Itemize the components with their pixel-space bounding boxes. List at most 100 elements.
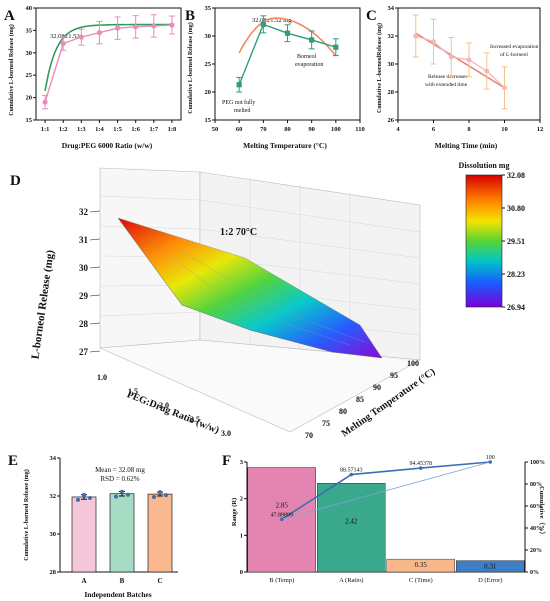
panel-b-annotation-peg-2: melted — [234, 108, 250, 114]
panel-d-surface-chart: 1:2 70°C L-borneol Release (mg) PEG:Drug… — [29, 161, 525, 440]
panel-e-ytick-label: 34 — [50, 455, 57, 462]
panel-c-xtick-label: 8 — [467, 126, 471, 133]
panel-f-xtick-label: B (Temp) — [269, 577, 294, 584]
panel-a-data-point — [42, 99, 48, 105]
panel-letter-e: E — [8, 453, 18, 469]
panel-a-ytick-label: 15 — [26, 117, 33, 124]
panel-e-replicate-point — [120, 489, 124, 494]
panel-d-xtick-label: 2.5 — [190, 415, 200, 424]
panel-d-ztick-mark — [89, 266, 101, 269]
panel-d-surface-mesh-2 — [179, 249, 366, 343]
panel-f-xtick-label: D (Error) — [478, 577, 502, 584]
panel-b-xtick-label: 100 — [331, 126, 341, 133]
panel-letter-f: F — [222, 453, 231, 469]
panel-b-xtick-label: 60 — [236, 126, 243, 133]
panel-f-cumulative-point — [418, 466, 423, 470]
panel-e-ytick-label: 30 — [50, 531, 57, 538]
panel-c-ytick-label: 30 — [388, 61, 395, 68]
panel-a-xlabel: Drug:PEG 6000 Ratio (w/w) — [62, 141, 153, 150]
panel-c-xtick-label: 12 — [537, 126, 544, 133]
panel-e-annotation-mean: Mean = 32.08 mg — [95, 466, 145, 474]
panel-f-xtick-label: C (Time) — [409, 577, 433, 584]
panel-e-xtick-label: A — [81, 577, 86, 585]
panel-f-y2label: Cumulative（%） — [538, 486, 546, 538]
panel-f-xtick-label: A (Ratio) — [339, 577, 363, 584]
panel-f-y2tick-label: 20% — [530, 548, 542, 554]
panel-d-surface-edge — [117, 217, 383, 359]
panel-d-ztick-label: 30 — [79, 263, 89, 273]
panel-c-xtick-label: 6 — [432, 126, 436, 133]
panel-c-series-line — [415, 35, 505, 89]
panel-e-ytick-label: 28 — [50, 569, 57, 576]
panel-d-xlabel: PEG:Drug Ratio (w/w) — [125, 389, 220, 436]
panel-a-xtick-label: 1:5 — [113, 126, 122, 133]
panel-b-xtick-label: 50 — [212, 126, 219, 133]
panel-b-ylabel: Cumulative L-borneol Release (mg) — [187, 22, 194, 114]
panel-f-chart: Range (R) Cumulative（%） 0 1 2 3 0% 20% 40% 60% 8… — [231, 455, 546, 584]
panel-d-floor — [99, 339, 421, 433]
panel-d-ytick-label: 75 — [322, 419, 330, 428]
panel-d-ztick-mark — [89, 294, 101, 297]
panel-d-colorbar-tick-label: 26.94 — [507, 303, 525, 312]
panel-d-ztick-mark — [89, 238, 101, 241]
panel-f-bar — [386, 558, 455, 573]
panel-a-ylabel: Cumulative L-borneol Release (mg) — [8, 24, 15, 116]
panel-b-ytick-label: 30 — [205, 33, 212, 40]
panel-f-cumulative-point — [349, 472, 354, 477]
panel-a-xtick-label: 1:2 — [59, 126, 68, 133]
panel-f-bar-value-label: 2.42 — [345, 517, 358, 525]
panel-d-ztick-label: 28 — [79, 319, 89, 329]
panel-e-bar — [109, 493, 135, 573]
panel-b-xtick-label: 110 — [355, 126, 364, 133]
panel-f-cumulative-label: 100 — [486, 455, 495, 461]
panel-c-xtick-label: 4 — [396, 126, 400, 133]
panel-f-ylabel: Range (R) — [231, 498, 238, 526]
panel-d-annotation: 1:2 70°C — [220, 227, 257, 238]
panel-d-colorbar-title: Dissolution mg — [459, 161, 510, 170]
panel-a-xtick-label: 1:4 — [95, 126, 104, 133]
panel-c-annotation-evap-1: Increased evaporation — [490, 44, 539, 50]
panel-letter-c: C — [366, 8, 377, 24]
panel-f-cumulative-reference-line — [281, 461, 491, 520]
panel-b-data-point — [333, 44, 339, 50]
panel-c-annotation-time-2: with extended time — [425, 82, 468, 88]
panel-b-annotation-peak: 32.08±1.52 mg — [252, 17, 292, 24]
panel-d-zlabel: L-borneol Release (mg) — [29, 249, 56, 360]
panel-f-bar-value-label: 2.85 — [276, 502, 289, 510]
panel-e-replicate-point — [76, 497, 80, 502]
panel-a-data-point — [78, 34, 84, 40]
panel-letter-a: A — [4, 8, 15, 24]
panel-d-ztick-mark — [89, 350, 101, 353]
panel-d-ztick-label: 32 — [79, 207, 89, 217]
panel-c-data-point — [484, 68, 490, 74]
panel-e-annotation-rsd: RSD = 0.62% — [100, 475, 139, 483]
panel-d-ztick-mark — [89, 210, 101, 213]
panel-f-y2tick-label: 0% — [530, 570, 539, 576]
panel-e-bar — [147, 493, 173, 573]
panel-e-ytick-label: 32 — [50, 493, 57, 500]
panel-a-xtick-label: 1:7 — [149, 126, 158, 133]
panel-f-cumulative-point — [279, 517, 284, 522]
panel-f-cumulative-line — [281, 461, 491, 520]
panel-b-annotation-evap-2: evaporation — [295, 62, 323, 68]
panel-a-xtick-label: 1:8 — [168, 126, 177, 133]
panel-c-data-point — [413, 33, 419, 39]
panel-b-data-point — [309, 37, 315, 43]
panel-a-data-point — [133, 24, 139, 30]
panel-c-annotation-evap-2: of L-borneol — [500, 51, 528, 58]
panel-d-ytick-label: 90 — [373, 383, 381, 392]
panel-f-bar — [456, 560, 525, 573]
panel-b-data-point — [284, 30, 291, 36]
panel-a-fit-curve — [44, 23, 172, 92]
panel-a-series-line — [44, 24, 172, 103]
panel-b-xtick-label: 70 — [260, 126, 267, 133]
panel-d-ztick-label: 27 — [79, 347, 89, 357]
panel-d-ytick-label: 80 — [339, 407, 347, 416]
panel-b-ytick-label: 25 — [205, 61, 212, 68]
panel-f-bar-value-label: 0.35 — [415, 561, 428, 569]
panel-b-annotation-evap-1: Borneol — [297, 54, 317, 60]
panel-d-ytick-label: 70 — [305, 431, 313, 440]
panel-a-ytick-label: 40 — [26, 5, 33, 12]
panel-a-data-point — [60, 40, 66, 47]
panel-d-colorbar-tick-label: 30.80 — [507, 204, 525, 213]
